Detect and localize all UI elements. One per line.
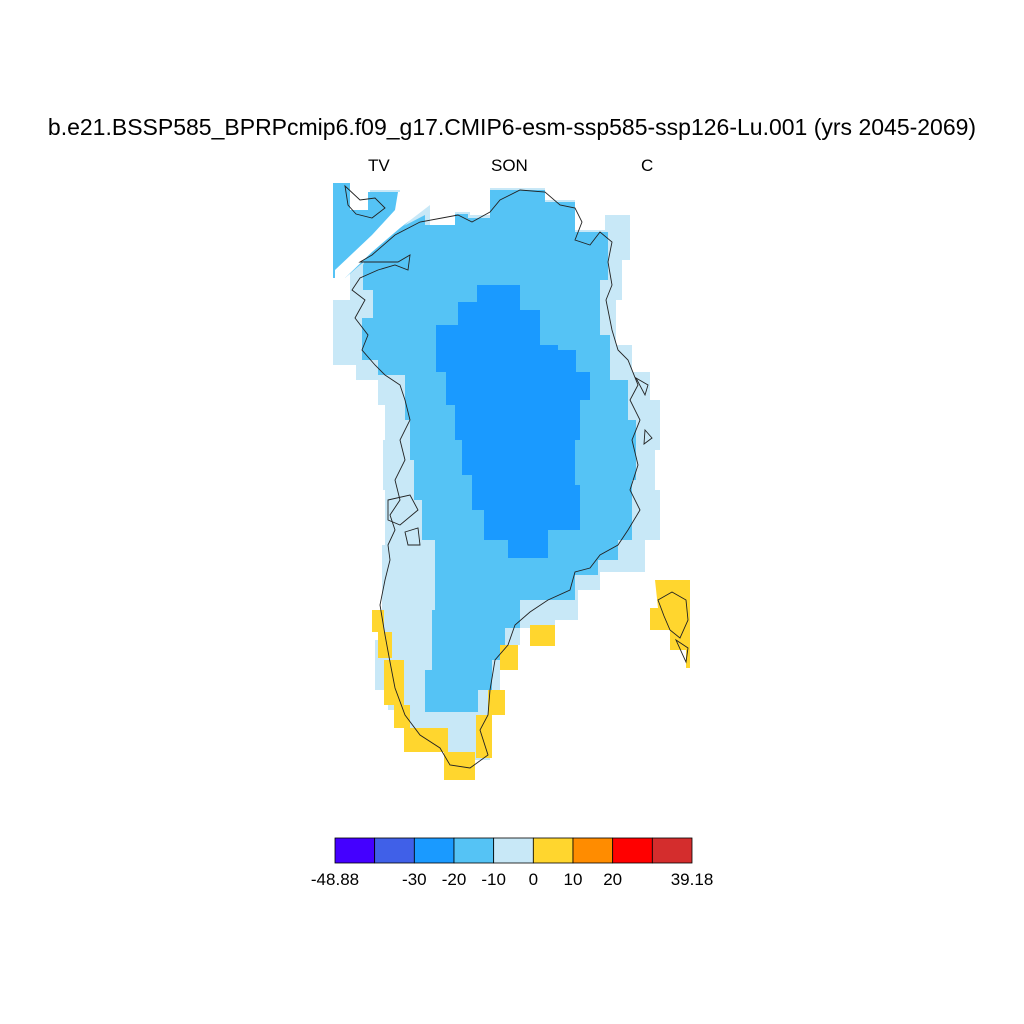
units-label: C [641,156,654,175]
season-label: SON [491,156,528,175]
colorbar [334,837,693,864]
colorbar-swatch [453,837,495,864]
colorbar-tick-label: -20 [441,870,467,889]
anomaly-region-warm [372,580,690,780]
colorbar-swatch [572,837,614,864]
colorbar-swatch [532,837,574,864]
masked-region [335,192,490,278]
colorbar-tick-label: 20 [603,870,623,889]
colorbar-tick-label: 0 [528,870,539,889]
colorbar-swatch [612,837,653,864]
anomaly-region-deep [436,285,590,558]
colorbar-tick-label: -10 [481,870,506,889]
colorbar-swatch [334,837,376,864]
colorbar-tick-label: -48.88 [310,870,360,889]
colorbar-tick-label: 39.18 [670,870,714,889]
colorbar-swatch [651,837,693,864]
colorbar-swatch [413,837,455,864]
colorbar-swatch [493,837,534,864]
coastline [344,184,689,769]
colorbar-tick-label: -30 [402,870,427,889]
colorbar-swatch [374,837,415,864]
colorbar-tick-label: 10 [563,870,583,889]
variable-label: TV [368,156,390,175]
plot-title: b.e21.BSSP585_BPRPcmip6.f09_g17.CMIP6-es… [47,114,977,140]
